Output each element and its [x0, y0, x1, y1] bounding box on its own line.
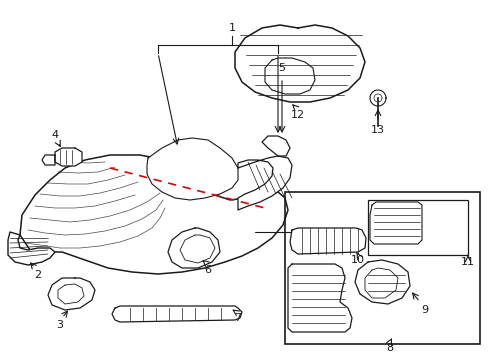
- Polygon shape: [147, 138, 238, 200]
- Polygon shape: [289, 228, 365, 254]
- Polygon shape: [369, 202, 421, 244]
- Text: 7: 7: [234, 313, 241, 323]
- Polygon shape: [112, 306, 242, 322]
- Text: 5: 5: [278, 63, 285, 73]
- Text: 6: 6: [204, 265, 211, 275]
- Polygon shape: [42, 155, 55, 165]
- Polygon shape: [238, 156, 291, 210]
- Text: 12: 12: [290, 110, 305, 120]
- Polygon shape: [8, 232, 55, 265]
- Text: 13: 13: [370, 125, 384, 135]
- Text: 4: 4: [51, 130, 59, 140]
- Text: 3: 3: [57, 320, 63, 330]
- Text: 1: 1: [228, 23, 235, 33]
- Text: 11: 11: [460, 257, 474, 267]
- Text: 10: 10: [350, 255, 364, 265]
- Polygon shape: [287, 264, 351, 332]
- Polygon shape: [262, 136, 289, 156]
- Bar: [285, 192, 479, 344]
- Polygon shape: [48, 278, 95, 310]
- Polygon shape: [235, 25, 364, 102]
- Text: 2: 2: [34, 270, 41, 280]
- Bar: [367, 200, 467, 255]
- Text: 9: 9: [421, 305, 427, 315]
- Polygon shape: [168, 228, 220, 268]
- Polygon shape: [20, 155, 287, 274]
- Polygon shape: [264, 58, 314, 94]
- Text: 8: 8: [386, 343, 393, 353]
- Polygon shape: [55, 148, 82, 166]
- Polygon shape: [354, 260, 409, 304]
